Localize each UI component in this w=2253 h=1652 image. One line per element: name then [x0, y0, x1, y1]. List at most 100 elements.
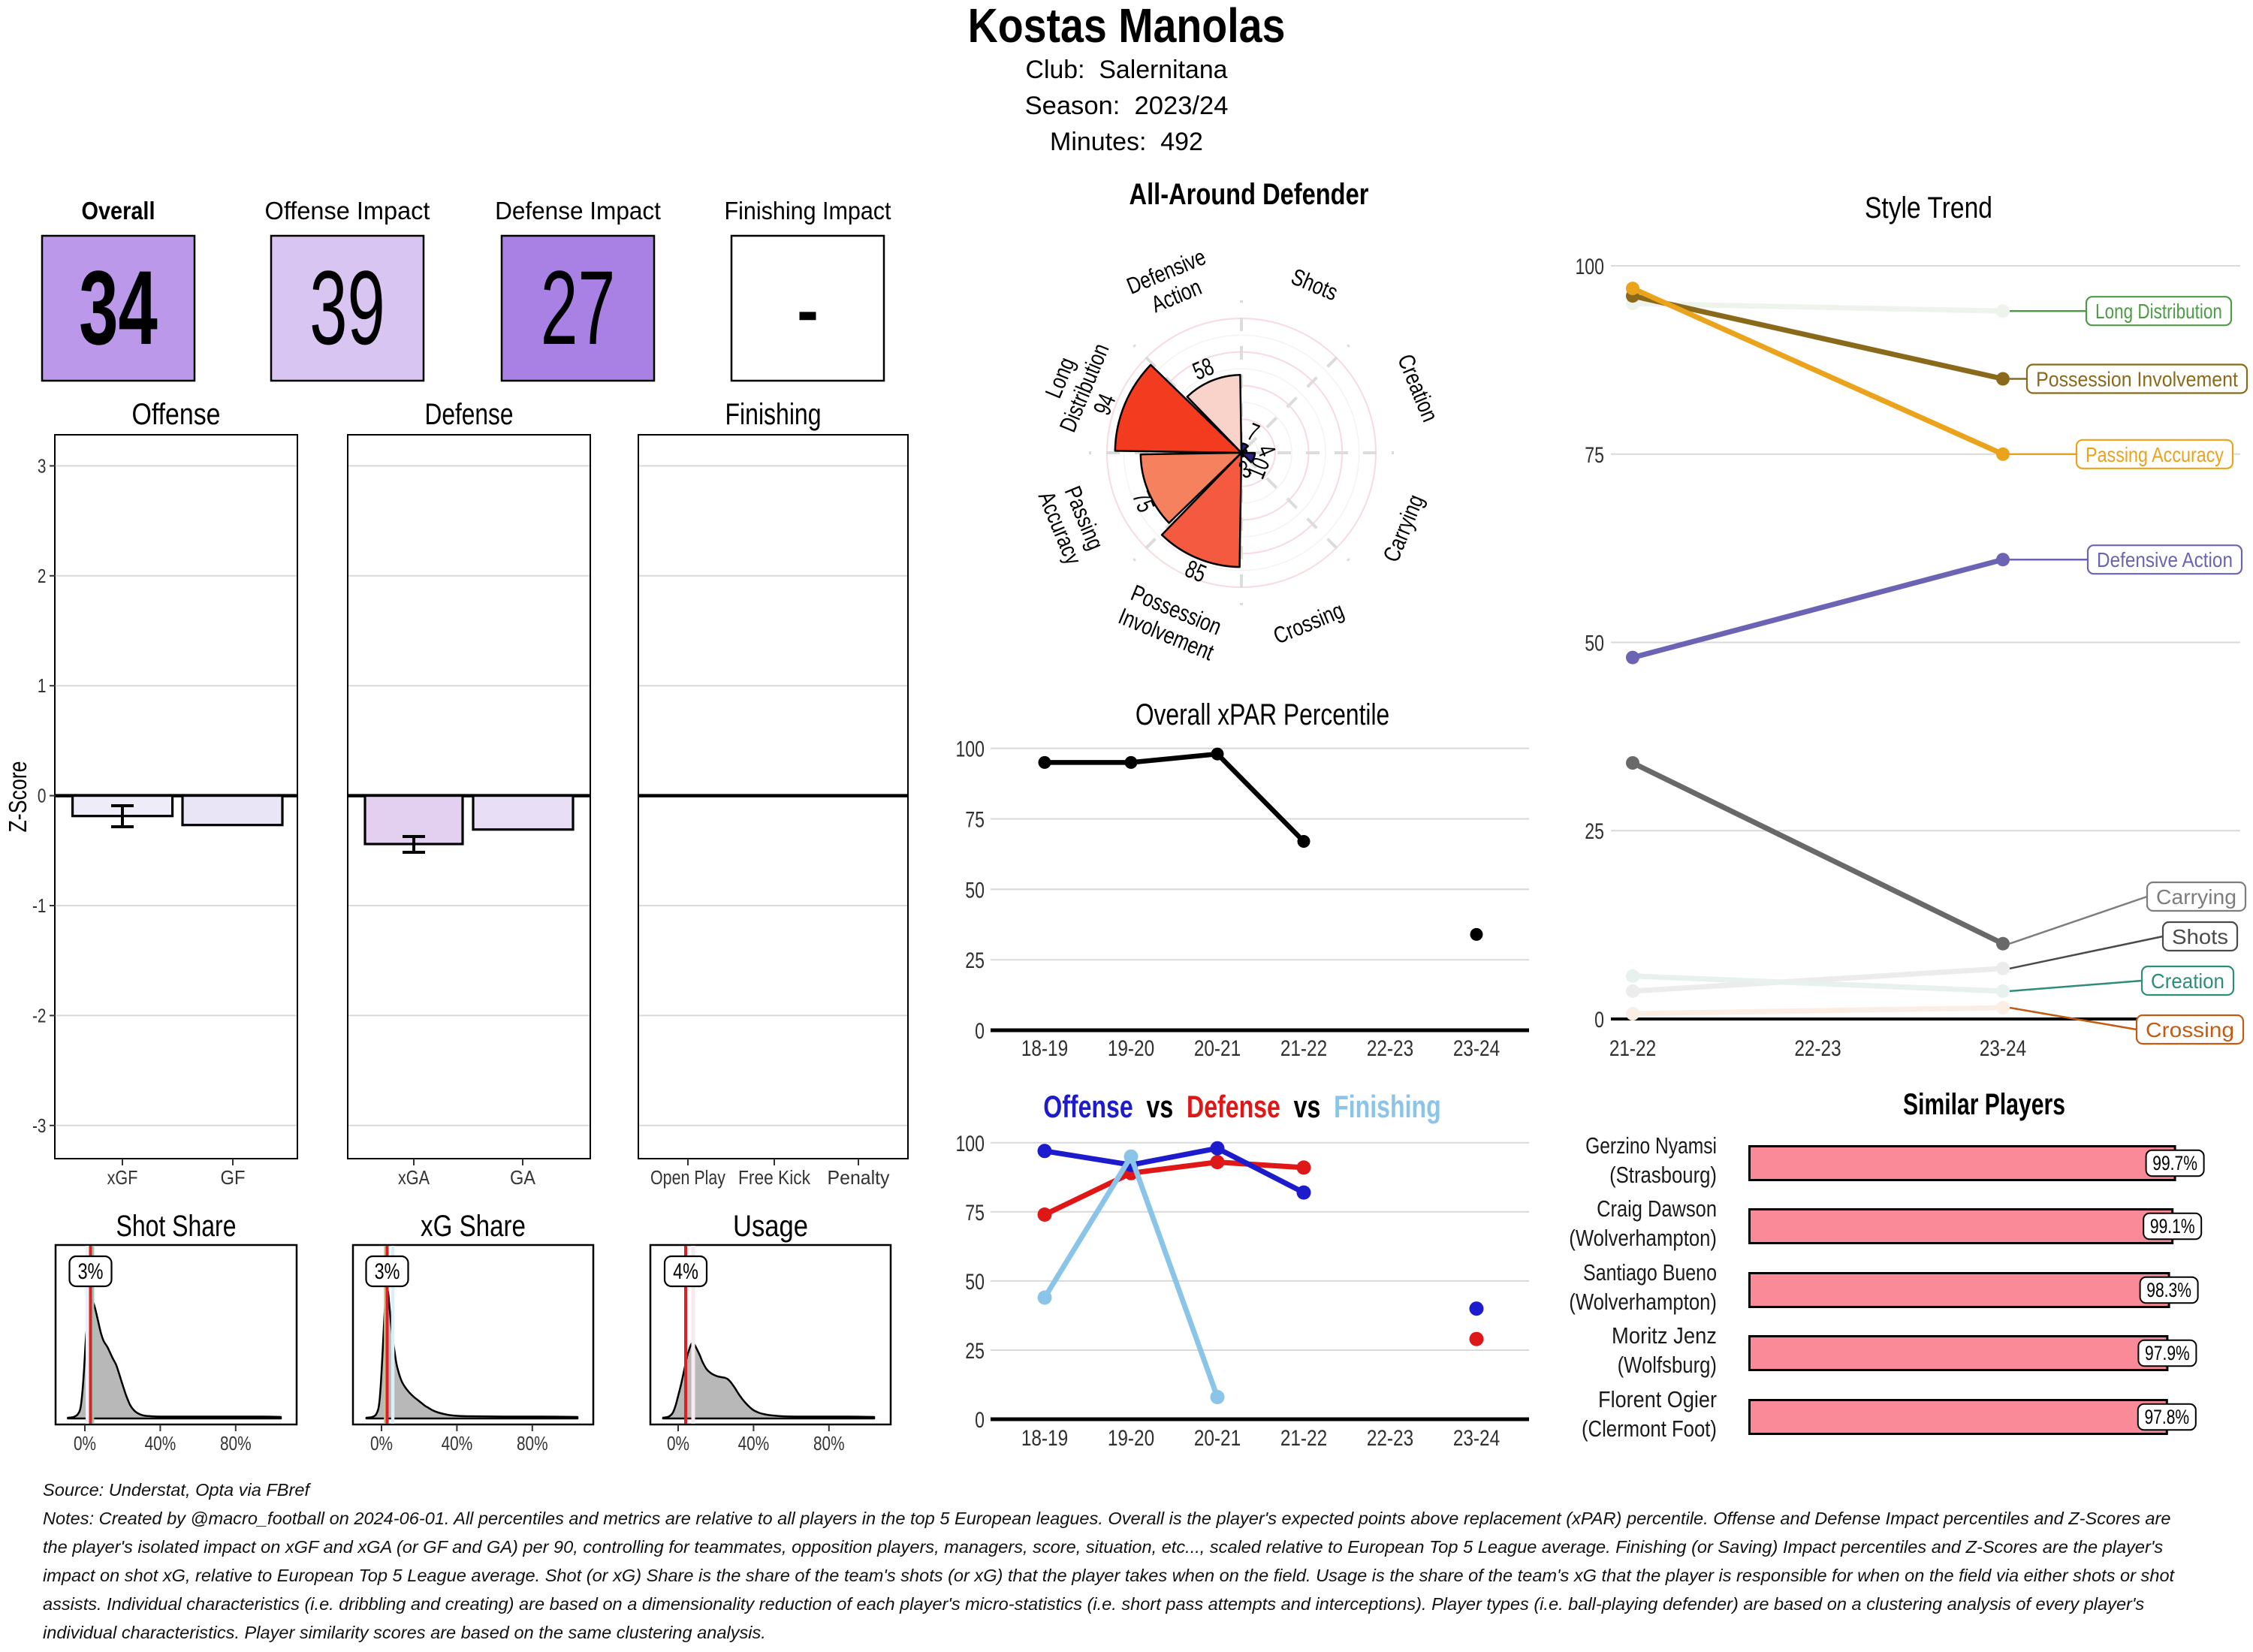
svg-text:99.7%: 99.7%	[2152, 1153, 2197, 1175]
svg-text:Penalty: Penalty	[828, 1168, 890, 1189]
svg-text:97.8%: 97.8%	[2144, 1406, 2189, 1429]
svg-text:19-20: 19-20	[1108, 1036, 1154, 1061]
svg-text:xG Share: xG Share	[421, 1209, 526, 1243]
svg-text:Open Play: Open Play	[650, 1167, 725, 1189]
svg-text:99.1%: 99.1%	[2150, 1216, 2195, 1238]
svg-text:Defensive Action: Defensive Action	[2097, 548, 2233, 572]
svg-text:23-24: 23-24	[1453, 1425, 1500, 1451]
svg-text:Shot Share: Shot Share	[116, 1209, 237, 1243]
svg-text:100: 100	[1575, 254, 1604, 279]
svg-text:80%: 80%	[220, 1433, 252, 1455]
svg-text:-1: -1	[32, 895, 46, 917]
svg-text:40%: 40%	[738, 1433, 770, 1455]
svg-text:50: 50	[1585, 631, 1604, 656]
svg-text:0: 0	[975, 1407, 985, 1433]
svg-text:Shots: Shots	[1288, 264, 1342, 306]
svg-text:Carrying: Carrying	[1378, 491, 1428, 566]
svg-text:Notes: Created by @macro_footb: Notes: Created by @macro_football on 202…	[43, 1509, 2171, 1528]
svg-text:-2: -2	[32, 1005, 46, 1026]
svg-text:34: 34	[79, 249, 158, 366]
svg-text:All-Around Defender: All-Around Defender	[1130, 177, 1369, 211]
svg-text:97.9%: 97.9%	[2145, 1343, 2190, 1365]
svg-text:0: 0	[975, 1018, 985, 1044]
svg-text:0: 0	[38, 785, 47, 806]
svg-text:Gerzino Nyamsi: Gerzino Nyamsi	[1585, 1132, 1717, 1158]
svg-text:75: 75	[965, 807, 985, 833]
svg-text:Crossing: Crossing	[2146, 1019, 2234, 1042]
svg-text:4%: 4%	[673, 1259, 698, 1283]
svg-text:Offense vs Defense vs Fini: Offense vs Defense vs Finishing	[1043, 1089, 1440, 1124]
svg-text:22-23: 22-23	[1367, 1425, 1413, 1451]
svg-text:Club: Salernitana: Club: Salernitana	[1026, 56, 1228, 84]
svg-text:Similar Players: Similar Players	[1903, 1087, 2065, 1121]
svg-text:Kostas Manolas: Kostas Manolas	[968, 0, 1286, 53]
svg-text:40%: 40%	[442, 1433, 473, 1455]
svg-text:100: 100	[955, 1131, 985, 1156]
svg-text:25: 25	[1585, 818, 1604, 844]
svg-text:Z-Score: Z-Score	[5, 761, 32, 832]
svg-text:Overall: Overall	[82, 197, 155, 225]
svg-text:Free Kick: Free Kick	[738, 1168, 811, 1189]
svg-text:(Strasbourg): (Strasbourg)	[1609, 1162, 1717, 1189]
svg-text:Defense Impact: Defense Impact	[495, 197, 661, 225]
svg-text:20-21: 20-21	[1194, 1425, 1241, 1451]
svg-text:Season: 2023/24: Season: 2023/24	[1025, 92, 1229, 120]
svg-text:(Wolfsburg): (Wolfsburg)	[1618, 1352, 1717, 1379]
svg-text:impact on shot xG, relative to: impact on shot xG, relative to European …	[43, 1566, 2176, 1585]
svg-text:Passing Accuracy: Passing Accuracy	[2086, 444, 2224, 466]
svg-text:18-19: 18-19	[1021, 1036, 1068, 1061]
svg-text:22-23: 22-23	[1794, 1036, 1841, 1061]
svg-text:Minutes: 492: Minutes: 492	[1050, 128, 1203, 156]
svg-text:1: 1	[38, 675, 47, 697]
svg-text:Santiago Bueno: Santiago Bueno	[1583, 1259, 1717, 1285]
svg-text:50: 50	[965, 877, 985, 903]
svg-text:27: 27	[541, 249, 616, 366]
svg-text:the player's isolated impact o: the player's isolated impact on xGF and …	[43, 1537, 2164, 1557]
svg-text:(Clermont Foot): (Clermont Foot)	[1582, 1416, 1717, 1442]
svg-text:18-19: 18-19	[1021, 1425, 1068, 1451]
svg-text:Creation: Creation	[2151, 969, 2224, 993]
svg-text:98.3%: 98.3%	[2146, 1280, 2191, 1302]
svg-text:Crossing: Crossing	[1270, 597, 1347, 649]
svg-text:21-22: 21-22	[1609, 1036, 1656, 1061]
svg-text:Creation: Creation	[1392, 351, 1443, 426]
svg-text:3%: 3%	[78, 1259, 104, 1283]
svg-text:3%: 3%	[375, 1259, 400, 1283]
svg-text:individual characteristics. Pl: individual characteristics. Player simil…	[43, 1623, 766, 1642]
svg-text:2: 2	[38, 565, 47, 587]
svg-text:xGF: xGF	[107, 1167, 138, 1189]
svg-text:19-20: 19-20	[1108, 1425, 1154, 1451]
svg-text:21-22: 21-22	[1280, 1036, 1327, 1061]
svg-text:Finishing Impact: Finishing Impact	[725, 197, 891, 225]
svg-text:Usage: Usage	[733, 1209, 808, 1243]
svg-text:(Wolverhampton): (Wolverhampton)	[1569, 1289, 1717, 1316]
svg-text:Source: Understat, Opta via FB: Source: Understat, Opta via FBref	[43, 1480, 312, 1500]
svg-text:Possession Involvement: Possession Involvement	[2036, 367, 2238, 391]
svg-text:Finishing: Finishing	[725, 397, 822, 431]
svg-text:Moritz Jenz: Moritz Jenz	[1612, 1324, 1717, 1349]
svg-text:-: -	[796, 249, 819, 366]
svg-text:Florent Ogier: Florent Ogier	[1598, 1387, 1717, 1412]
svg-text:assists. Individual characteri: assists. Individual characteristics (i.e…	[43, 1594, 2145, 1614]
svg-text:Long Distribution: Long Distribution	[2095, 300, 2222, 324]
svg-text:23-24: 23-24	[1453, 1036, 1500, 1061]
svg-text:Offense: Offense	[132, 396, 221, 430]
svg-text:Offense Impact: Offense Impact	[265, 197, 430, 225]
svg-text:Craig Dawson: Craig Dawson	[1597, 1196, 1717, 1222]
svg-text:Overall xPAR Percentile: Overall xPAR Percentile	[1136, 697, 1389, 731]
svg-text:80%: 80%	[813, 1433, 845, 1455]
svg-text:GF: GF	[221, 1167, 246, 1189]
svg-text:50: 50	[965, 1269, 985, 1295]
svg-text:75: 75	[965, 1200, 985, 1225]
svg-text:3: 3	[38, 455, 47, 477]
svg-text:0%: 0%	[74, 1433, 96, 1455]
svg-text:7: 7	[1243, 418, 1262, 448]
svg-text:xGA: xGA	[398, 1167, 430, 1189]
svg-text:Style Trend: Style Trend	[1865, 191, 1992, 224]
svg-text:25: 25	[965, 948, 985, 973]
svg-text:75: 75	[1585, 442, 1604, 468]
svg-text:39: 39	[309, 249, 385, 366]
svg-text:GA: GA	[510, 1168, 535, 1189]
svg-text:-3: -3	[32, 1115, 46, 1137]
svg-text:80%: 80%	[517, 1433, 548, 1455]
